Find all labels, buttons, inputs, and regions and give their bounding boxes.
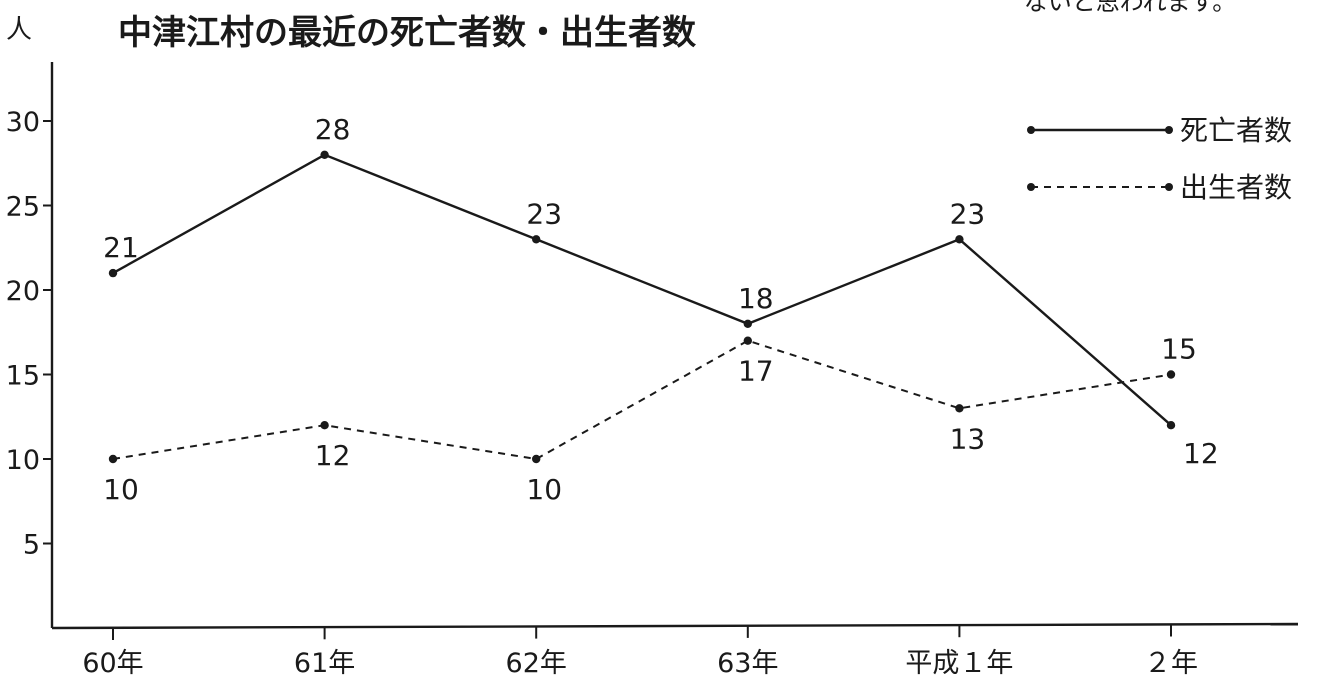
series-1-data-label: 28 xyxy=(315,113,351,146)
series-line-2 xyxy=(112,339,1172,461)
series-2-point xyxy=(743,336,752,345)
series-2-point xyxy=(320,421,329,430)
series-1-point xyxy=(955,235,964,244)
y-tick-label: 15 xyxy=(6,361,40,392)
x-tick-label: 62年 xyxy=(506,648,567,679)
series-2-point xyxy=(108,454,118,464)
series-2-data-label: 10 xyxy=(526,473,562,506)
legend-label-1: 死亡者数 xyxy=(1180,114,1292,147)
series-1-point xyxy=(1166,421,1176,430)
legend-marker xyxy=(1027,183,1035,191)
y-tick-label: 25 xyxy=(6,192,40,223)
series-group xyxy=(108,150,1176,464)
x-tick-label: 平成１年 xyxy=(905,648,1013,679)
series-1-data-label: 12 xyxy=(1183,437,1219,470)
y-axis-unit-label: 人 xyxy=(6,15,32,45)
axes: 5 10 15 20 25 30 60年 61年 62年 63年 平成１年 ２年 xyxy=(6,62,1299,679)
series-2-data-label: 17 xyxy=(738,355,774,388)
series-line-1 xyxy=(112,153,1172,427)
y-tick-label: 5 xyxy=(23,530,40,561)
x-axis-line xyxy=(51,622,1299,630)
series-1-data-label: 18 xyxy=(738,282,774,315)
y-tick-label: 20 xyxy=(6,276,40,307)
y-tick-label: 30 xyxy=(6,107,40,138)
x-tick-label: ２年 xyxy=(1144,648,1198,679)
chart-title: 中津江村の最近の死亡者数・出生者数 xyxy=(118,13,696,53)
legend-marker xyxy=(1165,126,1173,134)
series-1-data-label: 23 xyxy=(526,197,562,230)
series-2-point xyxy=(1166,370,1176,379)
series-1-point xyxy=(743,319,752,328)
x-tick-label: 61年 xyxy=(294,648,355,679)
series-1-point xyxy=(532,235,541,244)
series-1-point xyxy=(108,268,118,278)
series-1-point xyxy=(320,150,329,159)
legend-marker xyxy=(1165,183,1173,191)
series-2-data-label: 12 xyxy=(315,439,351,472)
series-2-point xyxy=(532,454,541,464)
x-tick-label: 60年 xyxy=(82,648,143,679)
series-1-data-label: 23 xyxy=(950,197,986,230)
series-2-data-label: 15 xyxy=(1161,333,1197,366)
series-2-point xyxy=(955,404,964,413)
y-tick-label: 10 xyxy=(6,445,40,476)
series-2-data-label: 13 xyxy=(950,422,986,455)
corner-note: ないと思われます。 xyxy=(1024,0,1236,16)
series-2-data-label: 10 xyxy=(103,473,139,506)
series-1-data-label: 21 xyxy=(103,231,139,264)
legend-marker xyxy=(1027,126,1035,134)
legend-label-2: 出生者数 xyxy=(1180,171,1292,204)
data-labels: 21 28 23 18 23 12 10 12 10 17 13 15 xyxy=(103,113,1218,506)
x-tick-label: 63年 xyxy=(717,648,778,679)
